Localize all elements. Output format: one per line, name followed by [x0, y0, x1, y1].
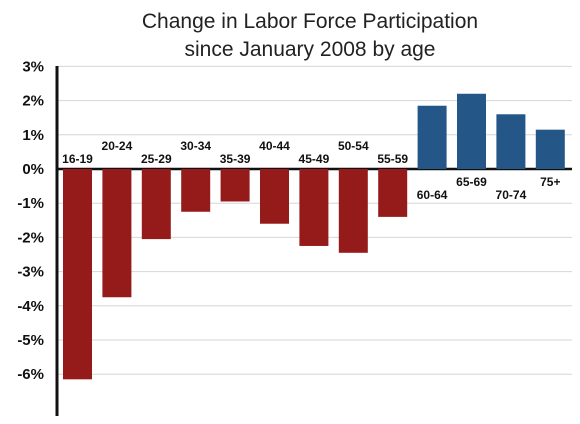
category-label: 65-69: [456, 175, 487, 189]
y-axis-ticks: 3% 2% 1% 0% -1% -2% -3% -4% -5% -6%: [17, 58, 44, 383]
bar-16-19: [63, 169, 92, 380]
category-label: 20-24: [102, 139, 133, 153]
chart-title: Change in Labor Force Participation: [142, 10, 478, 33]
bars: [63, 93, 565, 380]
category-label: 55-59: [377, 152, 408, 166]
category-labels: 16-19 20-24 25-29 30-34 35-39 40-44 45-49 50-54…: [62, 139, 560, 202]
category-label: 70-74: [496, 188, 527, 202]
y-tick-label: -2%: [17, 229, 44, 246]
bar-20-24: [102, 169, 132, 298]
y-tick-label: -6%: [17, 366, 44, 383]
bar-45-49: [299, 169, 329, 246]
y-tick-label: 0%: [22, 161, 44, 178]
y-tick-label: -3%: [17, 264, 44, 281]
y-tick-label: 2%: [22, 93, 44, 110]
bar-50-54: [338, 169, 368, 253]
bar-35-39: [220, 169, 250, 202]
bar-60-64: [417, 105, 447, 169]
bar-70-74: [496, 114, 526, 169]
y-tick-label: 1%: [22, 127, 44, 144]
bar-40-44: [260, 169, 289, 224]
category-label: 40-44: [259, 139, 290, 153]
category-label: 50-54: [338, 139, 369, 153]
chart-subtitle: since January 2008 by age: [184, 38, 435, 61]
bar-55-59: [378, 169, 408, 217]
category-label: 25-29: [141, 152, 172, 166]
category-label: 16-19: [62, 152, 93, 166]
bar-25-29: [141, 169, 171, 240]
y-tick-label: -5%: [17, 332, 44, 349]
y-tick-label: 3%: [22, 58, 44, 75]
category-label: 30-34: [180, 139, 211, 153]
y-tick-label: -4%: [17, 298, 44, 315]
y-tick-label: -1%: [17, 195, 44, 212]
bar-75+: [535, 129, 565, 169]
category-label: 60-64: [417, 188, 448, 202]
bar-65-69: [457, 93, 486, 169]
bar-30-34: [181, 169, 211, 212]
category-label: 75+: [540, 175, 560, 189]
category-label: 35-39: [220, 152, 251, 166]
category-label: 45-49: [299, 152, 330, 166]
